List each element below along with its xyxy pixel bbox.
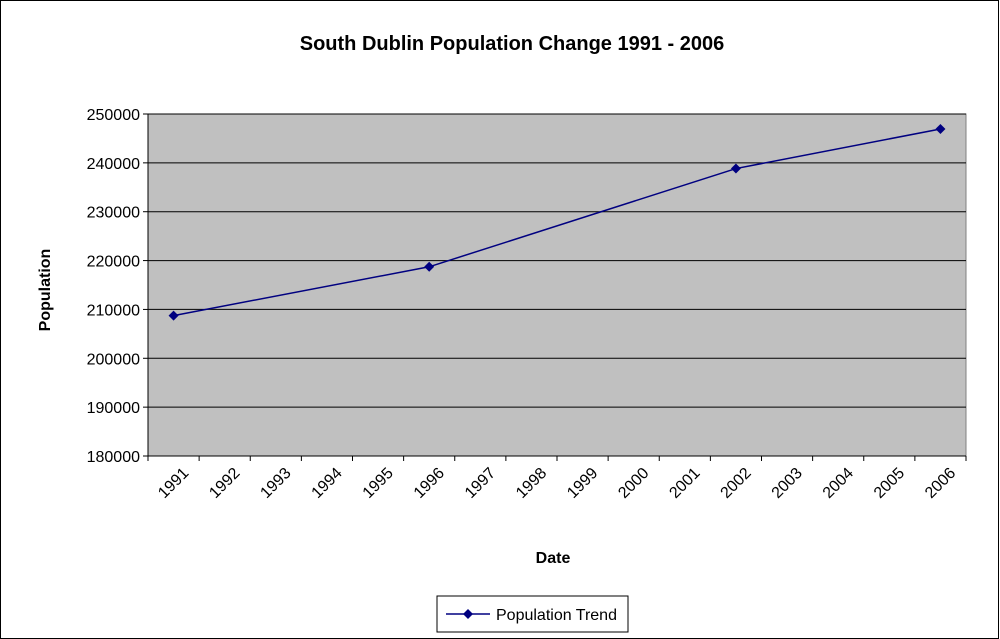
data-point [424,261,435,272]
y-tick-label: 210000 [87,302,140,319]
legend-marker [463,609,473,619]
y-tick-label: 180000 [87,449,140,466]
data-point [935,123,946,134]
x-axis-label: Date [536,550,571,567]
chart-title: South Dublin Population Change 1991 - 20… [300,33,725,55]
y-tick-label: 240000 [87,156,140,173]
legend-label: Population Trend [496,607,617,624]
data-point [730,163,741,174]
y-tick-label: 250000 [87,107,140,124]
y-tick-label: 190000 [87,400,140,417]
series-line [173,128,941,317]
y-tick-label: 220000 [87,254,140,271]
y-axis-label: Population [37,249,54,332]
plot-area [147,113,967,457]
y-tick-label: 230000 [87,205,140,222]
y-tick-label: 200000 [87,351,140,368]
data-point [168,310,179,321]
